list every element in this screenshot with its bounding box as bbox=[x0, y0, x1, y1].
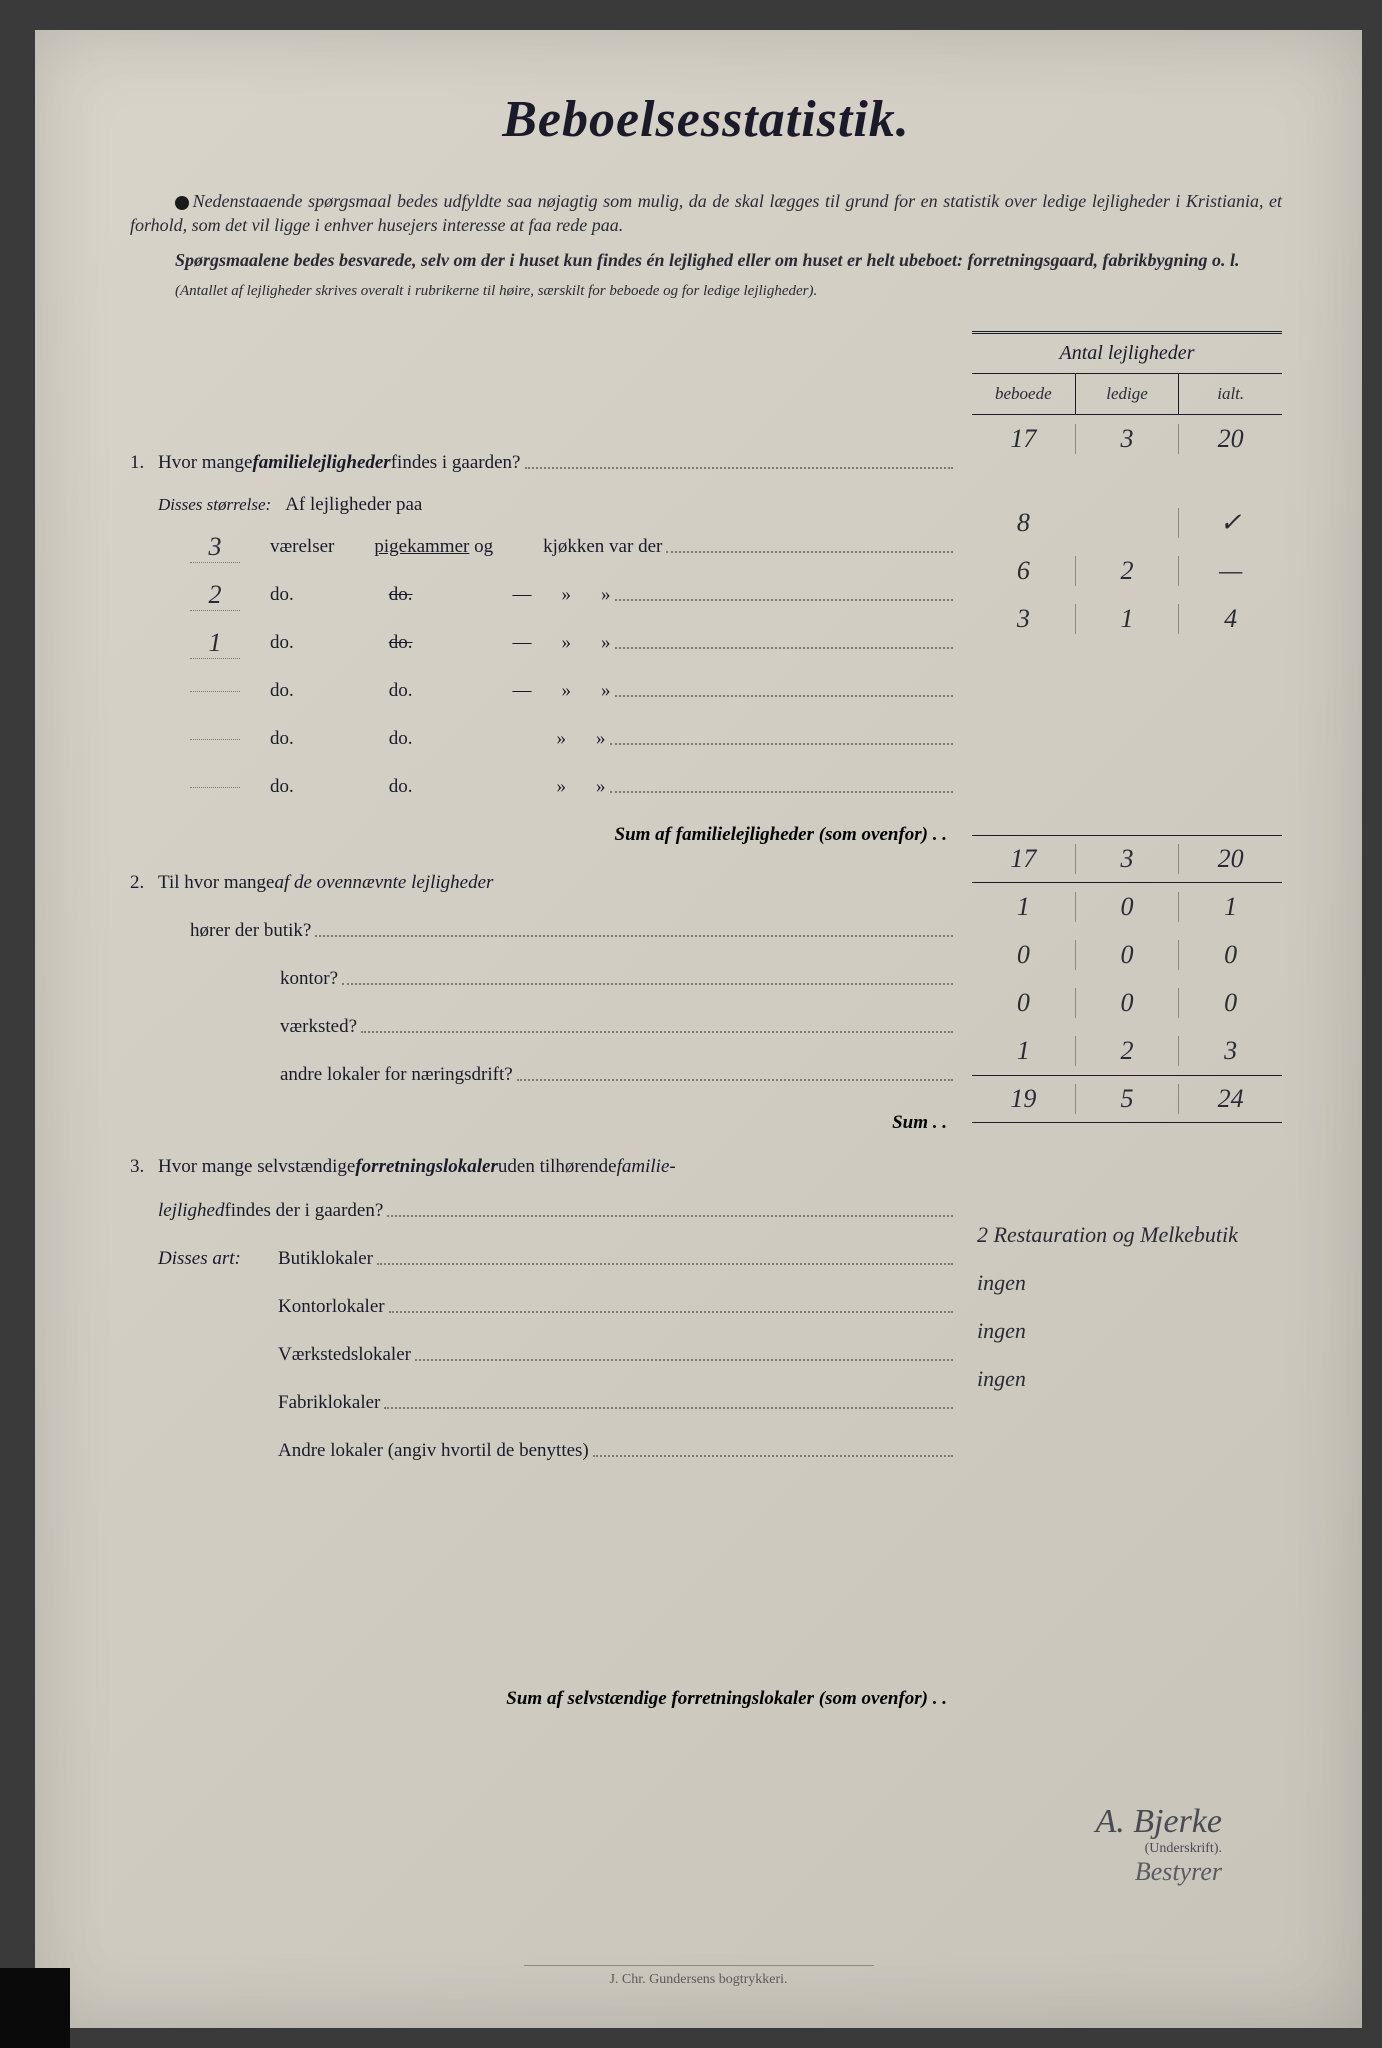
col-ialt: ialt. bbox=[1178, 374, 1282, 414]
room-data-5 bbox=[972, 691, 1282, 739]
q3-hw-4: ingen bbox=[972, 1355, 1282, 1403]
q3-sum-label: Sum af selvstændige forretningslokaler (… bbox=[130, 1675, 957, 1723]
q3-vaerksted: Værkstedslokaler bbox=[130, 1331, 957, 1379]
q1-line: 1. Hvor mange familielejligheder findes … bbox=[130, 439, 957, 487]
signature-area: A. Bjerke (Underskrift). Bestyrer bbox=[130, 1803, 1282, 1887]
col-beboede: beboede bbox=[972, 374, 1075, 414]
room-row-4: do. do. — »» bbox=[130, 667, 957, 715]
table-header: Antal lejligheder beboede ledige ialt. bbox=[972, 331, 1282, 415]
q3-butik: Disses art: Butiklokaler bbox=[130, 1235, 957, 1283]
q3-fabrik: Fabriklokaler bbox=[130, 1379, 957, 1427]
room-data-4 bbox=[972, 643, 1282, 691]
film-edge bbox=[0, 1968, 70, 2048]
q3-hw-1: 2 Restauration og Melkebutik bbox=[972, 1211, 1282, 1259]
room-row-3: 1 do. do. — »» bbox=[130, 619, 957, 667]
signature-title: Bestyrer bbox=[130, 1857, 1222, 1887]
room-row-6: do. do. »» bbox=[130, 763, 957, 811]
q2-data-2: 0 0 0 bbox=[972, 931, 1282, 979]
signature-label: (Underskrift). bbox=[130, 1841, 1222, 1857]
q3-hw-5 bbox=[972, 1403, 1282, 1451]
q2-data-3: 0 0 0 bbox=[972, 979, 1282, 1027]
page-title: Beboelsesstatistik. bbox=[130, 90, 1282, 149]
q3-andre: Andre lokaler (angiv hvortil de benyttes… bbox=[130, 1427, 957, 1475]
room-row-1: 3 værelser pigekammer og kjøkken var der bbox=[130, 523, 957, 571]
q2-kontor: kontor? bbox=[130, 955, 957, 1003]
q2-sum-row: 19 5 24 bbox=[972, 1075, 1282, 1123]
room-data-1: 8 ✓ bbox=[972, 499, 1282, 547]
q2-line: 2. Til hvor mange af de ovennævnte lejli… bbox=[130, 859, 957, 907]
signature-name: A. Bjerke bbox=[130, 1803, 1222, 1841]
q2-data-1: 1 0 1 bbox=[972, 883, 1282, 931]
q2-butik: hører der butik? bbox=[130, 907, 957, 955]
q3-kontor: Kontorlokaler bbox=[130, 1283, 957, 1331]
q2-vaerksted: værksted? bbox=[130, 1003, 957, 1051]
q2-data-4: 1 2 3 bbox=[972, 1027, 1282, 1075]
bullet-marker bbox=[175, 196, 189, 210]
q1-sum-label: Sum af familielejligheder (som ovenfor) … bbox=[130, 811, 957, 859]
room-data-6 bbox=[972, 739, 1282, 787]
intro-para-1: Nedenstaaende spørgsmaal bedes udfyldte … bbox=[130, 189, 1282, 238]
intro-para-3: (Antallet af lejligheder skrives overalt… bbox=[130, 282, 1282, 302]
room-data-2: 6 2 — bbox=[972, 547, 1282, 595]
q1-sub: Disses størrelse: Af lejligheder paa bbox=[130, 487, 957, 523]
q3-line1: 3. Hvor mange selvstændige forretningslo… bbox=[130, 1147, 957, 1187]
q3-hw-2: ingen bbox=[972, 1259, 1282, 1307]
data-column: Antal lejligheder beboede ledige ialt. 1… bbox=[972, 331, 1282, 1723]
q3-hw-spacer bbox=[972, 1163, 1282, 1211]
intro-para-2: Spørgsmaalene bedes besvarede, selv om d… bbox=[130, 248, 1282, 272]
q2-andre: andre lokaler for næringsdrift? bbox=[130, 1051, 957, 1099]
col-ledige: ledige bbox=[1075, 374, 1179, 414]
q3-hw-3: ingen bbox=[972, 1307, 1282, 1355]
printer-credit: J. Chr. Gundersens bogtrykkeri. bbox=[524, 1965, 874, 1988]
document-page: Beboelsesstatistik. Nedenstaaende spørgs… bbox=[35, 30, 1362, 2028]
room-data-3: 3 1 4 bbox=[972, 595, 1282, 643]
questions-column: 1. Hvor mange familielejligheder findes … bbox=[130, 331, 957, 1723]
q1-sum-row: 17 3 20 bbox=[972, 835, 1282, 883]
room-row-2: 2 do. do. — »» bbox=[130, 571, 957, 619]
content-area: 1. Hvor mange familielejligheder findes … bbox=[130, 331, 1282, 1723]
q1-sum-spacer bbox=[972, 787, 1282, 835]
q3-line2: lejlighed findes der i gaarden? bbox=[130, 1187, 957, 1235]
q1-total-row: 17 3 20 bbox=[972, 415, 1282, 463]
q2-sum-label: Sum . . bbox=[130, 1099, 957, 1147]
room-row-5: do. do. »» bbox=[130, 715, 957, 763]
